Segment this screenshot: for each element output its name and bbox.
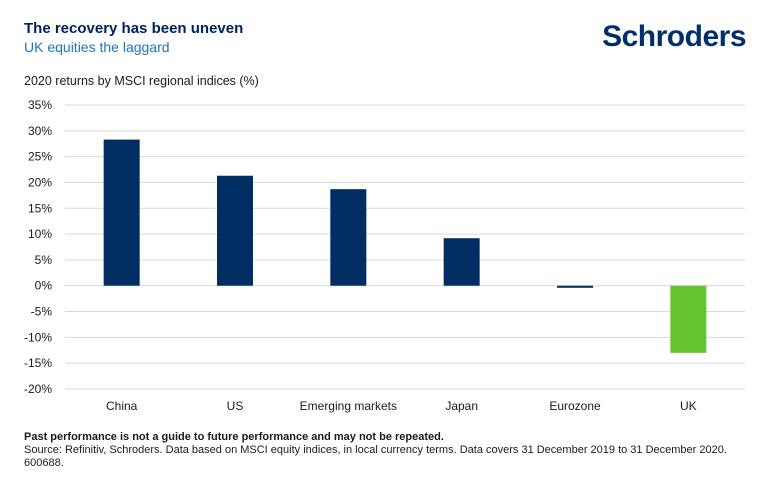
bar-japan (443, 238, 480, 286)
x-tick-label: US (227, 399, 244, 413)
chart-title: The recovery has been uneven (24, 20, 244, 37)
bar-china (103, 139, 140, 286)
document-code: 600688. (24, 457, 64, 469)
chart-label: 2020 returns by MSCI regional indices (%… (24, 74, 259, 88)
x-tick-label: Emerging markets (300, 399, 397, 413)
y-tick-label: 0% (35, 279, 53, 293)
y-tick-label: -15% (24, 356, 52, 370)
x-tick-label: Japan (445, 399, 478, 413)
source-text: Source: Refinitiv, Schroders. Data based… (24, 444, 727, 456)
y-tick-label: 10% (28, 227, 52, 241)
x-tick-label: Eurozone (549, 399, 601, 413)
bar-uk (670, 285, 707, 353)
bar-us (217, 175, 253, 286)
y-tick-label: -5% (31, 305, 53, 319)
y-tick-label: 20% (28, 175, 52, 189)
x-tick-label: UK (680, 399, 697, 413)
x-tick-label: China (106, 399, 138, 413)
y-tick-label: 35% (28, 98, 52, 112)
footnote: Past performance is not a guide to futur… (24, 431, 754, 470)
y-tick-label: 30% (28, 124, 52, 138)
chart-subtitle: UK equities the laggard (24, 39, 170, 55)
schroders-logo: Schroders (602, 20, 746, 53)
bar-emerging-markets (330, 189, 367, 286)
y-tick-label: -10% (24, 330, 52, 344)
y-tick-label: 15% (28, 201, 52, 215)
bar-eurozone (557, 285, 593, 288)
y-tick-label: 5% (35, 253, 53, 267)
y-tick-label: 25% (28, 150, 52, 164)
disclaimer-text: Past performance is not a guide to futur… (24, 431, 444, 443)
y-tick-label: -20% (24, 382, 52, 396)
